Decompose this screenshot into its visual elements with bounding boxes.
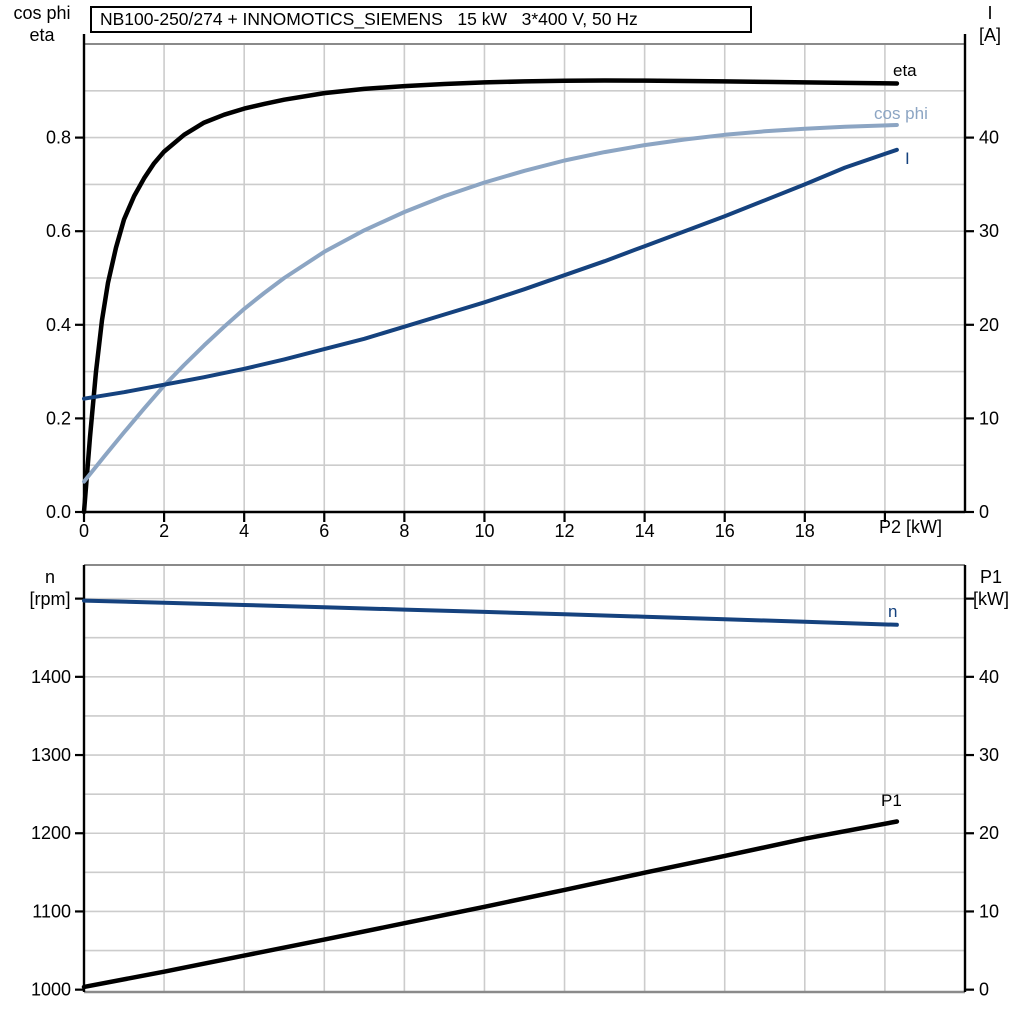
svg-text:1200: 1200 (31, 823, 71, 843)
curve-label-eta: eta (893, 61, 917, 80)
curve-label-current: I (905, 149, 910, 168)
axis-header-speed-unit: [rpm] (29, 589, 71, 609)
svg-text:40: 40 (979, 128, 999, 148)
x-axis-label: P2 [kW] (879, 517, 943, 537)
svg-text:10: 10 (474, 521, 494, 541)
svg-text:30: 30 (979, 221, 999, 241)
bottom-chart-left-axis-header: n [rpm] (8, 566, 92, 610)
svg-text:8: 8 (399, 521, 409, 541)
svg-text:20: 20 (979, 823, 999, 843)
svg-text:0.2: 0.2 (46, 408, 71, 428)
svg-text:0: 0 (79, 521, 89, 541)
svg-text:1100: 1100 (32, 901, 71, 921)
svg-text:12: 12 (555, 521, 575, 541)
title-box: NB100-250/274 + INNOMOTICS_SIEMENS 15 kW… (90, 6, 752, 33)
svg-text:2: 2 (159, 521, 169, 541)
svg-text:14: 14 (635, 521, 655, 541)
svg-text:20: 20 (979, 315, 999, 335)
axis-header-p1-unit: [kW] (973, 589, 1009, 609)
curve-label-speed: n (888, 602, 898, 621)
svg-text:18: 18 (795, 521, 815, 541)
top-chart-right-axis-header: I [A] (960, 2, 1020, 46)
svg-text:0: 0 (979, 980, 989, 1000)
svg-text:1400: 1400 (31, 667, 71, 687)
axis-header-p1: P1 (979, 567, 1003, 587)
axis-header-current-unit: [A] (978, 25, 1001, 45)
axis-header-eta: eta (29, 25, 55, 45)
bottom-chart-right-axis-header: P1 [kW] (962, 566, 1020, 610)
chart-title: NB100-250/274 + INNOMOTICS_SIEMENS 15 kW… (100, 9, 638, 29)
svg-text:10: 10 (979, 408, 999, 428)
svg-text:0.4: 0.4 (46, 315, 71, 335)
svg-text:30: 30 (979, 745, 999, 765)
axis-header-speed: n (44, 567, 55, 587)
svg-text:4: 4 (239, 521, 249, 541)
svg-text:0.6: 0.6 (46, 221, 71, 241)
svg-text:16: 16 (715, 521, 735, 541)
svg-text:1300: 1300 (31, 745, 71, 765)
axis-header-current: I (987, 3, 993, 23)
svg-text:6: 6 (319, 521, 329, 541)
curve-label-cos-phi: cos phi (874, 104, 928, 123)
svg-text:10: 10 (979, 901, 999, 921)
axis-header-cos-phi: cos phi (13, 3, 71, 23)
svg-text:0.8: 0.8 (46, 128, 71, 148)
svg-text:0.0: 0.0 (46, 502, 71, 522)
svg-text:1000: 1000 (31, 980, 71, 1000)
curve-label-p1: P1 (881, 791, 902, 810)
svg-text:0: 0 (979, 502, 989, 522)
svg-text:40: 40 (979, 667, 999, 687)
top-chart-left-axis-header: cos phi eta (0, 2, 84, 46)
